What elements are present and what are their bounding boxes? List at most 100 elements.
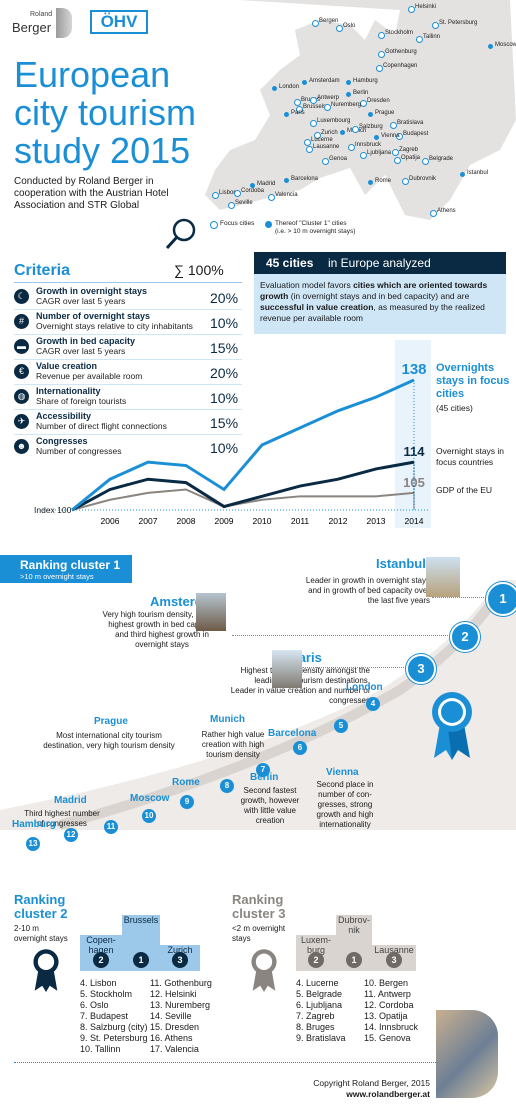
ranking2-badge-1: 1 <box>133 952 149 968</box>
map-marker <box>310 120 317 127</box>
ranking2-rosette-icon <box>32 948 60 997</box>
criteria-weight: 10% <box>210 315 239 331</box>
map-marker <box>374 135 379 140</box>
series-end-label: 138 <box>401 361 426 378</box>
map-city-label: Madrid <box>257 181 276 187</box>
map-marker <box>396 133 403 140</box>
map-marker <box>422 158 429 165</box>
ranking3-podium-2-name: Luxem- burg <box>300 935 331 955</box>
ranking2-subtitle: 2-10 m overnight stays <box>14 924 68 943</box>
map-marker <box>416 36 423 43</box>
map-marker <box>408 6 415 13</box>
series-line <box>71 460 415 512</box>
map-city-label: Amsterdam <box>309 78 340 84</box>
map-marker <box>304 139 311 146</box>
map-marker <box>212 192 219 199</box>
roland-berger-logo: Roland Berger <box>12 8 72 40</box>
map-marker <box>402 178 409 185</box>
ranking1-city-name: Munich <box>210 714 245 725</box>
ranking1-badge: 13 <box>26 837 40 851</box>
criteria-weight: 10% <box>210 390 239 406</box>
criteria-desc: Number of direct flight connections <box>36 421 167 431</box>
ranking1-badge: 9 <box>180 795 194 809</box>
ranking1-leader-line <box>300 667 406 668</box>
ranking1-badge: 10 <box>142 809 156 823</box>
criteria-name: Internationality <box>36 386 101 396</box>
x-tick-label: 2014 <box>405 516 424 526</box>
ranking1-badge: 2 <box>450 622 480 652</box>
map-city-label: Luxembourg <box>317 118 351 124</box>
ranking3-list-a: 4. Lucerne 5. Belgrade 6. Ljubljana 7. Z… <box>296 978 346 1043</box>
map-city-label: Brussels <box>303 104 327 110</box>
legend-focus-label: Focus cities <box>220 220 255 227</box>
ranking1-city-desc: Most international city tourism destinat… <box>43 731 175 750</box>
legend-cluster1-marker <box>265 221 272 228</box>
criteria-desc: Number of congresses <box>36 446 122 456</box>
map-city-label: Zagreb <box>399 147 419 153</box>
title-line-1: European <box>14 54 171 95</box>
ranking1-city-desc: Third highest number of congresses <box>24 809 100 828</box>
criteria-row: # Number of overnight stays Overnight stay… <box>14 311 238 339</box>
criteria-weight: 20% <box>210 365 239 381</box>
map-marker <box>488 44 493 49</box>
title-line-3: study 2015 <box>14 130 191 171</box>
map-city-label: Budapest <box>403 131 429 137</box>
map-city-label: Antwerp <box>317 95 340 101</box>
ranking1-city-name: Moscow <box>130 793 170 804</box>
criteria-row: ✈ Accessibility Number of direct flight co… <box>14 411 238 439</box>
amsterdam-photo <box>196 593 226 631</box>
ohv-logo: ÖHV <box>90 10 148 34</box>
ranking3-podium-3-name: Lausanne <box>374 945 414 955</box>
ranking1-city-desc: Rather high value creation with high tou… <box>201 730 265 759</box>
ranking1-city-desc: Second place in number of con- gresses, … <box>316 780 374 829</box>
analyzed-text-1: Evaluation model favors <box>260 280 354 290</box>
criteria-weight: 15% <box>210 415 239 431</box>
ranking1-badge: 6 <box>293 741 307 755</box>
map-city-label: Zurich <box>321 130 338 136</box>
criteria-row-divider <box>14 309 242 310</box>
map-marker <box>360 100 367 107</box>
footer-copyright: Copyright Roland Berger, 2015 <box>313 1078 430 1088</box>
map-city-label: Innsbruck <box>355 142 382 148</box>
map-city-label: Oslo <box>343 23 356 29</box>
criteria-desc: Revenue per available room <box>36 371 143 381</box>
map-marker <box>390 122 397 129</box>
moon-icon: ☾ <box>14 289 29 304</box>
europe-map-shape <box>205 0 516 220</box>
map-marker <box>352 126 359 133</box>
criteria-row-divider <box>14 334 242 335</box>
map-city-label: Vienna <box>381 133 400 139</box>
plane-icon: ✈ <box>14 414 29 429</box>
ranking1-badge: 5 <box>334 719 348 733</box>
title-line-2: city tourism <box>14 92 197 133</box>
ranking1-badge: 12 <box>64 828 78 842</box>
map-marker <box>324 104 331 111</box>
map-marker <box>322 158 329 165</box>
map-city-label: Paris <box>291 110 305 116</box>
bed-icon: ▬ <box>14 339 29 354</box>
map-marker <box>306 146 313 153</box>
ranking2-podium-2-name: Copen- hagen <box>86 935 116 955</box>
map-city-label: Berlin <box>353 90 369 96</box>
baseline-label: Index 100 <box>34 505 72 515</box>
x-tick-label: 2009 <box>215 516 234 526</box>
map-marker <box>348 144 355 151</box>
map-city-label: Bergen <box>319 18 339 24</box>
analyzed-text-3: , as measured by the realized revenue pe… <box>260 302 485 323</box>
paris-photo <box>272 650 302 688</box>
x-tick-label: 2006 <box>101 516 120 526</box>
series1-legend-name: Overnights stays in focus cities <box>436 362 510 400</box>
ranking1-badge: 11 <box>104 820 118 834</box>
ranking2-podium-1-name: Brussels <box>123 915 159 925</box>
ranking2-list-a: 4. Lisbon 5. Stockholm 6. Oslo 7. Budape… <box>80 978 148 1054</box>
ranking1-city-desc: Second fastest growth, however with litt… <box>240 786 300 825</box>
ranking2-title: Ranking cluster 2 <box>14 892 68 921</box>
ranking1-city-name: Barcelona <box>268 728 317 739</box>
map-city-label: Bratislava <box>397 120 424 126</box>
map-marker <box>294 99 301 106</box>
ranking1-badge: 7 <box>256 763 270 777</box>
map-marker <box>302 80 307 85</box>
legend-focus-marker <box>210 221 218 229</box>
ranking1-leader-line <box>232 635 450 636</box>
ranking1-banner: Ranking cluster 1 >10 m overnight stays <box>0 555 132 583</box>
